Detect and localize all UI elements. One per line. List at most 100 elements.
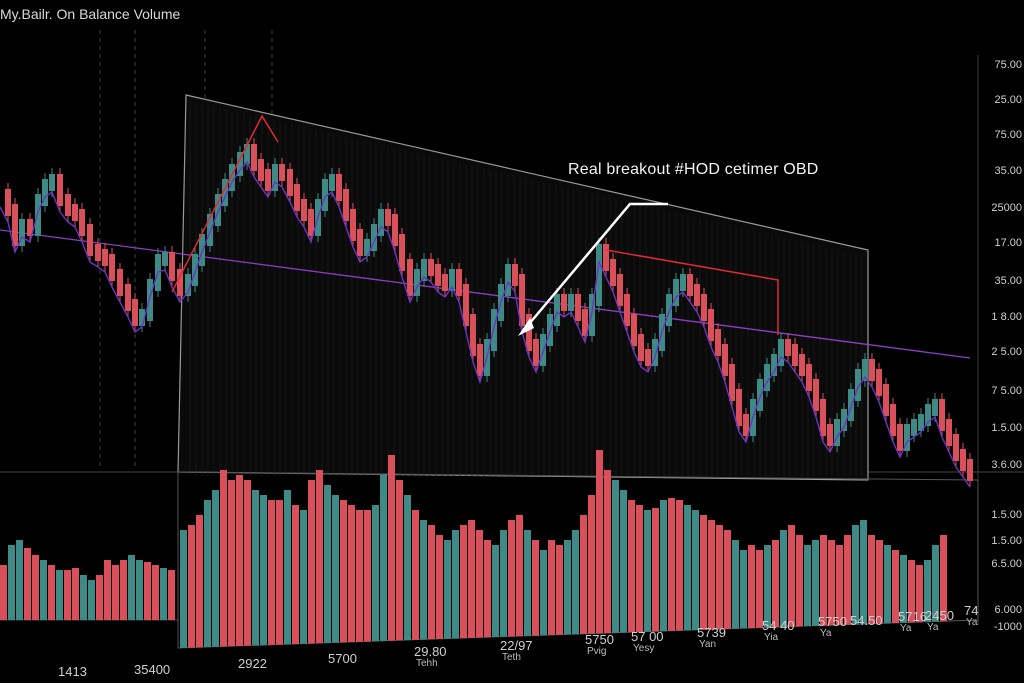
candle-body [244, 144, 250, 164]
candle-body [813, 379, 819, 411]
candle-body [701, 294, 707, 321]
candle-body [673, 279, 679, 306]
candle-body [561, 294, 567, 311]
volume-bar [48, 565, 55, 620]
price-axis-label: 35.00 [994, 165, 1022, 177]
time-axis-sublabel: Yan [699, 639, 717, 650]
volume-bar [152, 565, 159, 620]
volume-bar [284, 490, 291, 645]
candle-body [421, 259, 427, 281]
price-axis-label: 7 5.00 [991, 385, 1022, 397]
volume-bar [0, 565, 7, 620]
volume-bar [228, 480, 235, 647]
volume-bar [388, 455, 395, 641]
volume-bar [660, 500, 667, 632]
volume-bar [748, 545, 755, 629]
volume-bar [764, 545, 771, 628]
candle-body [477, 344, 483, 376]
volume-bar [420, 520, 427, 640]
candle-body [855, 369, 861, 401]
candle-body [722, 344, 728, 376]
breakout-annotation: Real breakout #HOD cetimer OBD [568, 161, 819, 178]
volume-bar [268, 500, 275, 645]
volume-bar [676, 500, 683, 631]
volume-bar [128, 555, 135, 620]
volume-bar [716, 525, 723, 630]
price-axis-label: 35.00 [994, 275, 1022, 287]
volume-bar [932, 545, 939, 622]
volume-bar [96, 575, 103, 620]
candle-body [827, 424, 833, 446]
time-axis-label: 2922 [238, 656, 267, 671]
volume-bar [468, 520, 475, 638]
candle-body [371, 224, 377, 251]
candle-body [785, 339, 791, 356]
volume-bar [612, 480, 619, 633]
candle-body [631, 314, 637, 346]
volume-bar [916, 565, 923, 623]
candle-body [834, 419, 840, 446]
candle-body [336, 174, 342, 201]
candle-body [329, 174, 335, 191]
candle-body [272, 164, 278, 191]
candle-body [132, 299, 138, 326]
volume-bar [396, 480, 403, 641]
candle-body [5, 189, 11, 216]
time-axis-sublabel: Ya [927, 622, 939, 633]
candle-body [764, 364, 770, 391]
volume-axis-label: 6.000 [994, 604, 1022, 616]
volume-bar [572, 530, 579, 635]
candle-body [526, 314, 532, 351]
candle-body [399, 234, 405, 271]
candle-body [95, 244, 101, 261]
volume-bar [180, 530, 187, 648]
price-axis-label: 75.00 [994, 129, 1022, 141]
candle-body [294, 184, 300, 211]
volume-bar [340, 500, 347, 643]
volume-bar [292, 505, 299, 645]
volume-bar [160, 568, 167, 620]
candle-body [215, 194, 221, 226]
volume-bar [508, 520, 515, 637]
volume-bar [564, 540, 571, 635]
candle-body [385, 209, 391, 226]
time-axis-label: 74 [964, 603, 979, 618]
candle-body [554, 294, 560, 326]
volume-bar [220, 470, 227, 647]
volume-bar [80, 575, 87, 620]
volume-bar [24, 548, 31, 620]
candle-body [771, 354, 777, 376]
volume-bar [860, 520, 867, 625]
candle-body [792, 344, 798, 366]
volume-axis-label: 1.5.00 [991, 535, 1022, 547]
volume-bar [604, 470, 611, 634]
candle-body [708, 309, 714, 341]
candle-body [407, 259, 413, 296]
candle-body [729, 364, 735, 401]
candle-body [109, 254, 115, 281]
candle-body [715, 329, 721, 356]
volume-bar [852, 525, 859, 625]
volume-bar [652, 508, 659, 632]
time-axis-sublabel: Ya [900, 623, 912, 634]
candle-body [680, 274, 686, 291]
time-axis-label: 35400 [134, 662, 171, 677]
volume-bar [844, 535, 851, 625]
candle-body [287, 169, 293, 196]
candle-body [638, 334, 644, 361]
candle-body [27, 219, 33, 236]
volume-bar [348, 505, 355, 643]
volume-bar [136, 560, 143, 620]
time-axis-label: 57 00 [631, 629, 664, 644]
time-axis-label: 29.80 [414, 644, 447, 659]
time-axis-sublabel: Ya [820, 628, 832, 639]
volume-bar [644, 510, 651, 632]
candle-body [350, 209, 356, 241]
volume-bar [56, 570, 63, 620]
candle-body [925, 404, 931, 426]
volume-bar [740, 550, 747, 629]
candle-body [694, 284, 700, 306]
candle-body [87, 224, 93, 256]
price-axis-label: 1.5.00 [991, 422, 1022, 434]
